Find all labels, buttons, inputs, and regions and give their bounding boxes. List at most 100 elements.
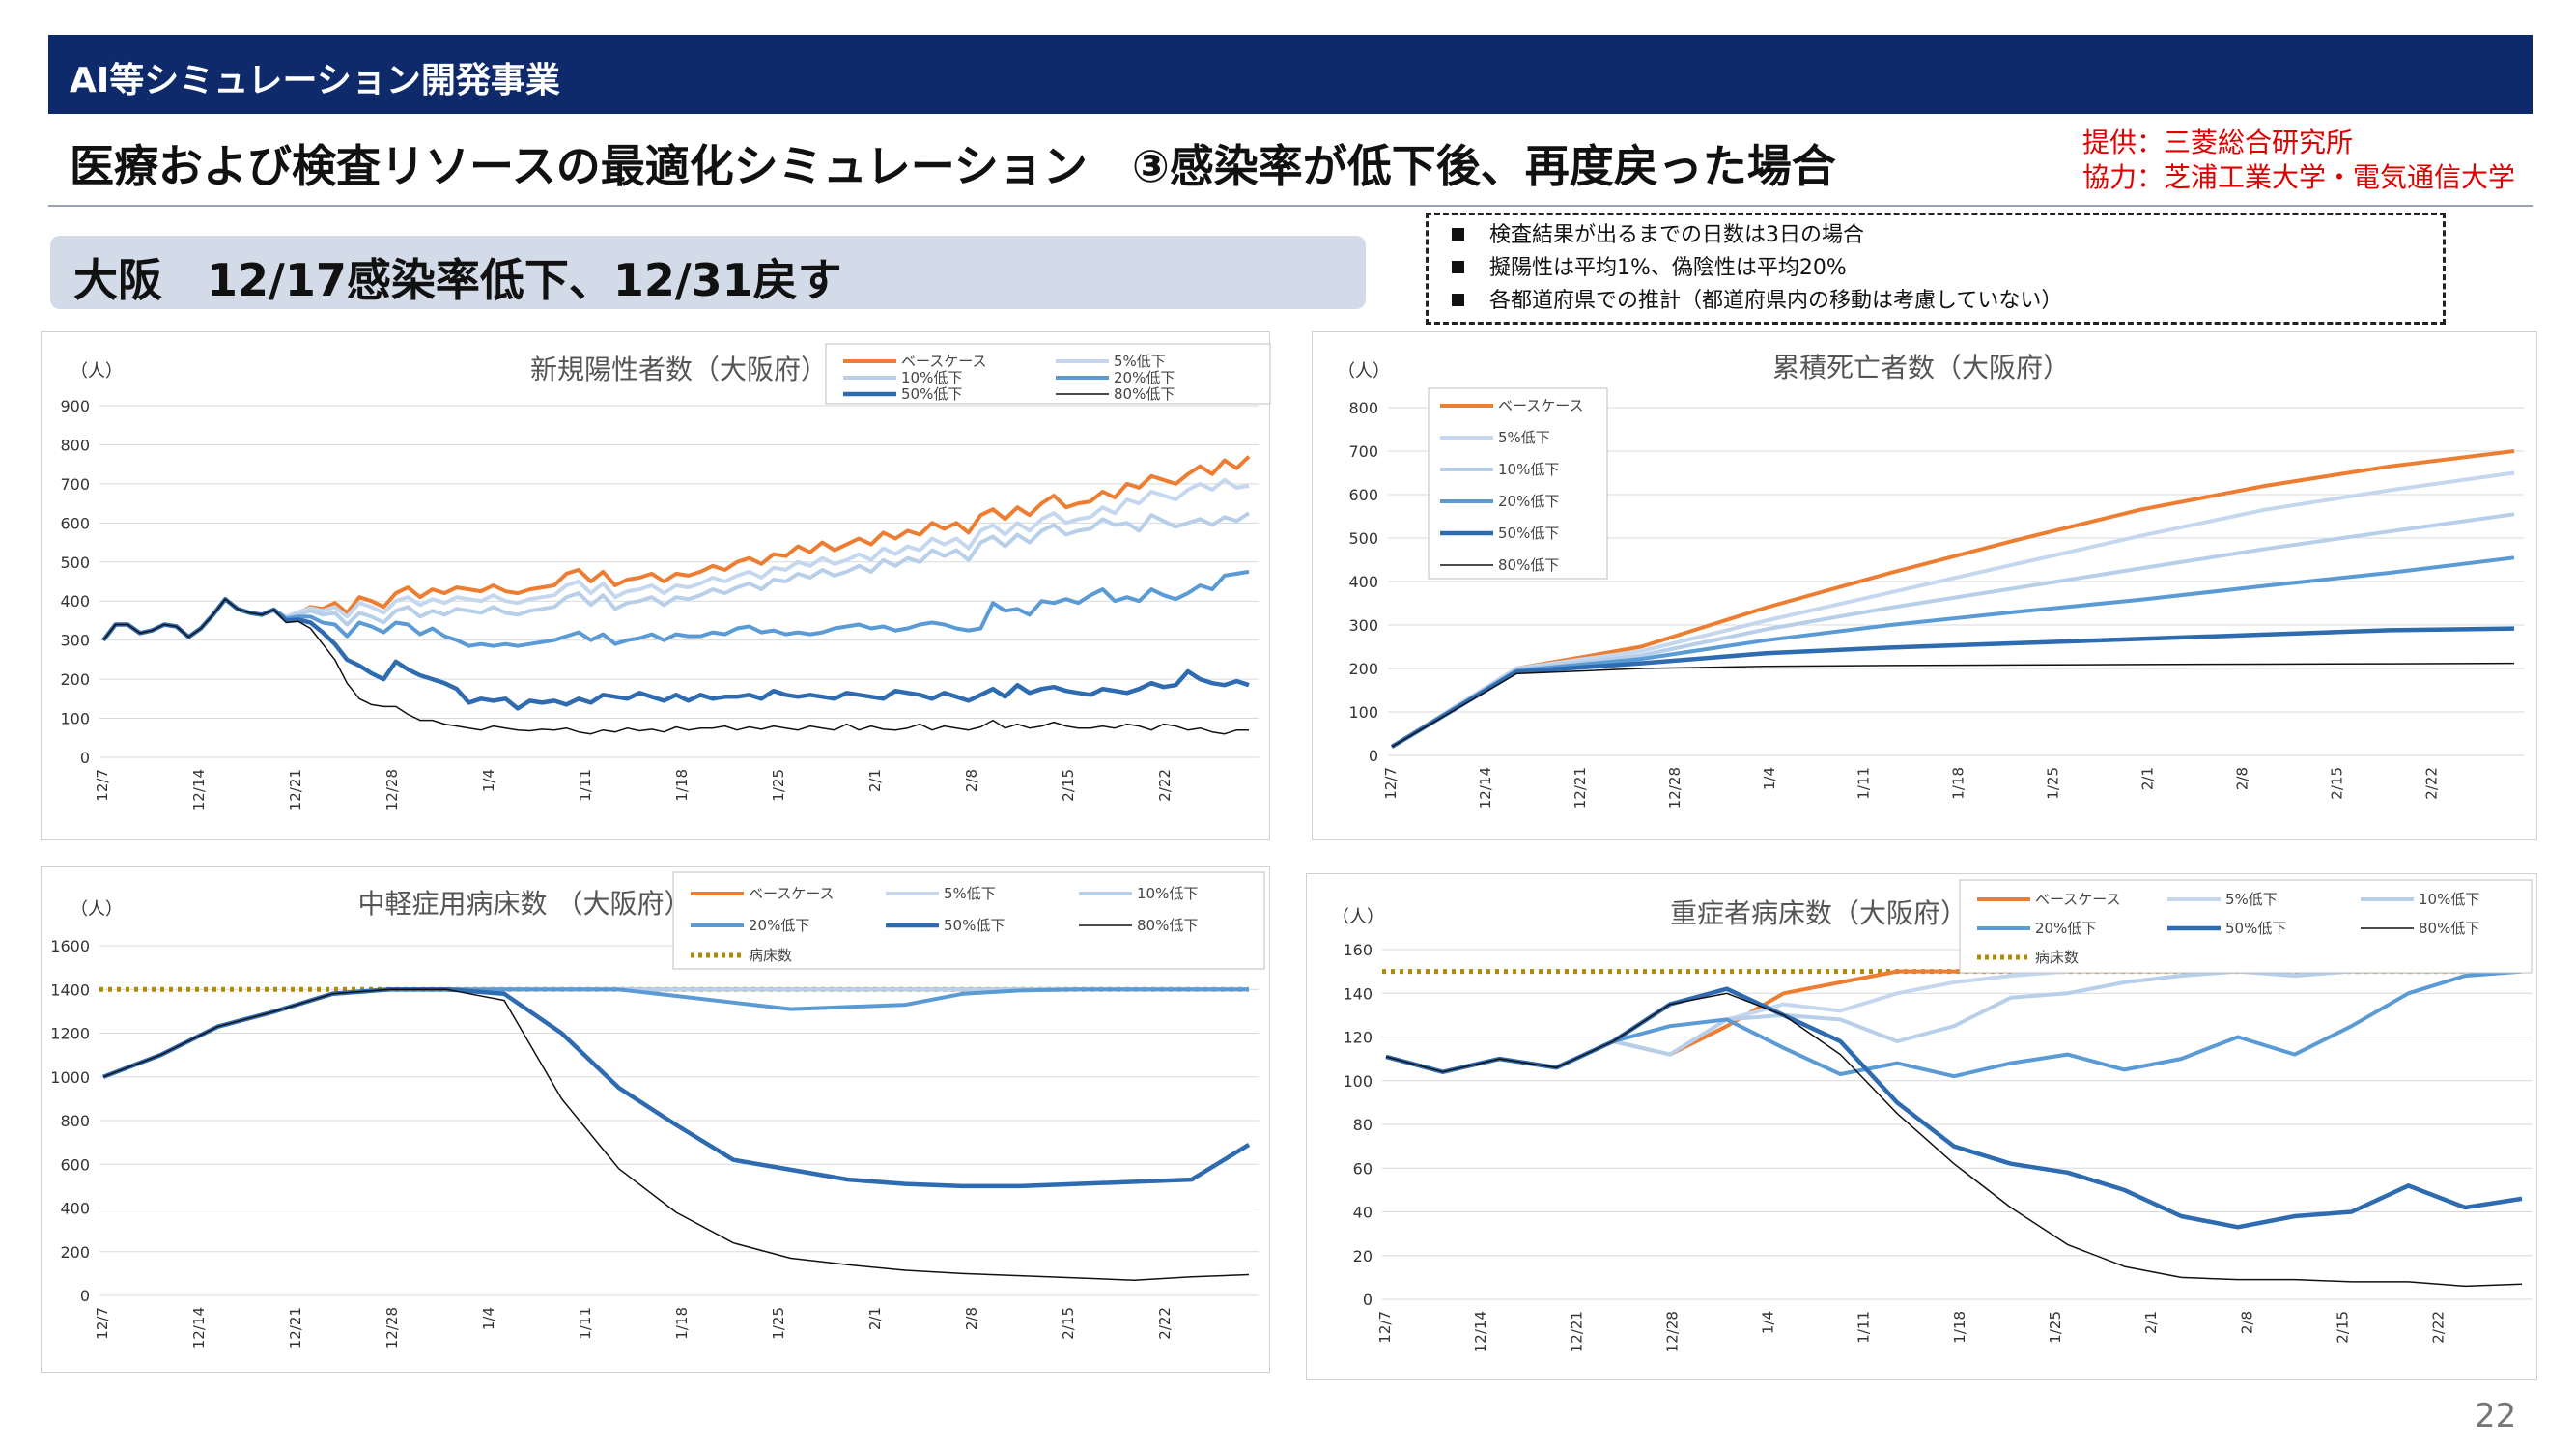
y-tick-label: 1200 xyxy=(50,1025,90,1043)
legend-label: 20%低下 xyxy=(2035,920,2096,937)
series-line xyxy=(1385,969,2522,1074)
y-tick-label: 500 xyxy=(60,554,90,572)
legend-label: 80%低下 xyxy=(1137,917,1198,934)
series-line xyxy=(1390,555,2515,749)
x-tick-label: 2/8 xyxy=(963,1307,980,1330)
series-line xyxy=(102,598,1249,735)
x-tick-label: 1/4 xyxy=(480,769,497,792)
legend-label: 20%低下 xyxy=(1114,369,1175,386)
legend-label: 50%低下 xyxy=(944,917,1005,934)
y-tick-label: 300 xyxy=(60,632,90,650)
x-tick-label: 1/4 xyxy=(1761,767,1778,790)
x-tick-label: 12/14 xyxy=(190,769,208,810)
x-tick-label: 12/14 xyxy=(190,1307,208,1349)
y-tick-label: 160 xyxy=(1343,941,1373,959)
series-line xyxy=(1385,969,2522,1074)
x-tick-label: 1/11 xyxy=(1855,1311,1873,1344)
y-tick-label: 400 xyxy=(1348,573,1378,591)
y-tick-label: 900 xyxy=(60,397,90,415)
x-tick-label: 2/15 xyxy=(1060,1307,1077,1340)
x-tick-label: 1/11 xyxy=(577,769,594,802)
page-title: 医療および検査リソースの最適化シミュレーション ③感染率が低下後、再度戻った場合 xyxy=(70,140,1836,192)
y-tick-label: 0 xyxy=(80,1287,90,1305)
series-line xyxy=(1385,969,2522,1074)
legend-box xyxy=(1959,879,2533,974)
x-tick-label: 2/15 xyxy=(2334,1311,2351,1344)
bullet-square-icon xyxy=(1452,294,1464,306)
series-line xyxy=(1385,969,2523,1079)
y-tick-label: 200 xyxy=(60,670,90,689)
legend-label: 50%低下 xyxy=(1498,525,1559,542)
x-tick-label: 12/7 xyxy=(1376,1311,1394,1344)
x-tick-label: 2/8 xyxy=(2238,1311,2255,1334)
x-tick-label: 12/21 xyxy=(1568,1311,1585,1352)
legend-label: 5%低下 xyxy=(1114,353,1166,370)
x-tick-label: 2/22 xyxy=(1156,1307,1174,1340)
chart-severe-beds: 重症者病床数（大阪府） （人） 0 20 40 60 80 100 120 140 160 12/7 1… xyxy=(1306,873,2537,1380)
top-banner: AI等シミュレーション開発事業 xyxy=(48,35,2533,114)
x-tick-label: 2/1 xyxy=(866,1307,884,1330)
x-tick-label: 1/11 xyxy=(577,1307,594,1340)
y-tick-label: 200 xyxy=(60,1243,90,1262)
x-tick-label: 12/28 xyxy=(1663,1311,1681,1352)
credits: 提供：三菱総合研究所 協力：芝浦工業大学・電気通信大学 xyxy=(2082,126,2515,195)
y-axis-unit: （人） xyxy=(1338,361,1390,382)
y-tick-label: 400 xyxy=(60,592,90,611)
note-item: 各都道府県での推計（都道府県内の移動は考慮していない） xyxy=(1452,285,2433,318)
x-tick-label: 2/15 xyxy=(1060,769,1077,802)
x-tick-label: 1/25 xyxy=(2047,1311,2064,1344)
region-heading: 大阪 12/17感染率低下、12/31戻す xyxy=(50,236,1366,309)
legend-label: ベースケース xyxy=(2035,891,2121,908)
y-tick-label: 140 xyxy=(1343,984,1373,1003)
y-tick-label: 1000 xyxy=(50,1068,90,1087)
note-text: 検査結果が出るまでの日数は3日の場合 xyxy=(1489,223,1864,247)
legend-label: 80%低下 xyxy=(2419,920,2479,937)
y-tick-label: 40 xyxy=(1353,1204,1373,1222)
chart-new-positive-cases: 新規陽性者数（大阪府） （人） 0 100 200 300 400 500 600 700 800 9… xyxy=(41,331,1271,840)
y-tick-label: 0 xyxy=(1363,1291,1373,1309)
legend-label: 20%低下 xyxy=(749,917,809,934)
legend-label: 5%低下 xyxy=(944,885,996,902)
legend-label: 5%低下 xyxy=(1498,429,1550,446)
x-tick-label: 1/4 xyxy=(480,1307,497,1330)
legend-label: ベースケース xyxy=(1498,397,1584,414)
bullet-square-icon xyxy=(1452,228,1464,241)
x-tick-label: 12/21 xyxy=(287,769,304,810)
series-line xyxy=(1391,662,2515,748)
y-tick-label: 100 xyxy=(60,710,90,728)
chart-svg: 重症者病床数（大阪府） （人） 0 20 40 60 80 100 120 140 160 12/7 1… xyxy=(1332,879,2533,1352)
note-text: 各都道府県での推計（都道府県内の移動は考慮していない） xyxy=(1489,289,2063,313)
legend-box xyxy=(672,871,1265,970)
y-tick-label: 400 xyxy=(60,1200,90,1218)
x-tick-label: 2/22 xyxy=(2430,1311,2448,1344)
chart-cumulative-deaths: 累積死亡者数（大阪府） （人） 0 100 200 300 400 500 600 700 800 1… xyxy=(1312,331,2537,840)
y-tick-label: 100 xyxy=(1343,1072,1373,1091)
page-number: 22 xyxy=(2475,1397,2517,1435)
x-tick-label: 1/18 xyxy=(1951,1311,1968,1344)
y-tick-label: 100 xyxy=(1348,703,1378,722)
y-tick-label: 600 xyxy=(60,1155,90,1174)
x-tick-label: 12/28 xyxy=(1666,767,1684,809)
y-tick-label: 20 xyxy=(1353,1247,1373,1265)
x-tick-label: 1/25 xyxy=(770,1307,787,1340)
y-tick-label: 200 xyxy=(1348,660,1378,678)
x-tick-label: 1/25 xyxy=(770,769,787,802)
y-axis-unit: （人） xyxy=(71,361,123,382)
x-tick-label: 2/8 xyxy=(2234,767,2251,790)
x-tick-label: 1/4 xyxy=(1760,1311,1777,1334)
x-tick-label: 2/1 xyxy=(2142,1311,2160,1334)
legend-label: 10%低下 xyxy=(2419,891,2479,908)
x-tick-label: 12/7 xyxy=(94,769,111,802)
y-tick-label: 500 xyxy=(1348,529,1378,548)
legend-label: ベースケース xyxy=(749,885,835,902)
legend-label: 10%低下 xyxy=(1137,885,1198,902)
chart-svg: 新規陽性者数（大阪府） （人） 0 100 200 300 400 500 600 700 800 9… xyxy=(60,343,1271,810)
title-divider xyxy=(48,205,2533,207)
y-tick-label: 800 xyxy=(60,436,90,454)
legend-label: 病床数 xyxy=(2035,949,2079,966)
y-tick-label: 80 xyxy=(1353,1116,1373,1134)
y-tick-label: 1400 xyxy=(50,980,90,999)
region-title: 大阪 12/17感染率低下、12/31戻す xyxy=(73,254,842,306)
